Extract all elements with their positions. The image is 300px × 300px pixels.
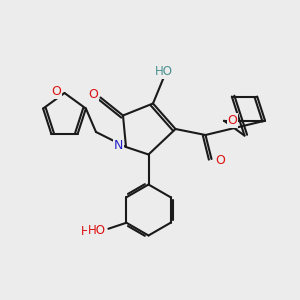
Text: O: O <box>88 88 98 101</box>
Text: N: N <box>114 139 123 152</box>
Text: HO: HO <box>81 225 99 238</box>
Text: O: O <box>51 85 61 98</box>
Text: HO: HO <box>87 224 105 237</box>
Text: O: O <box>227 114 237 127</box>
Text: O: O <box>215 154 225 167</box>
Text: HO: HO <box>155 65 173 78</box>
